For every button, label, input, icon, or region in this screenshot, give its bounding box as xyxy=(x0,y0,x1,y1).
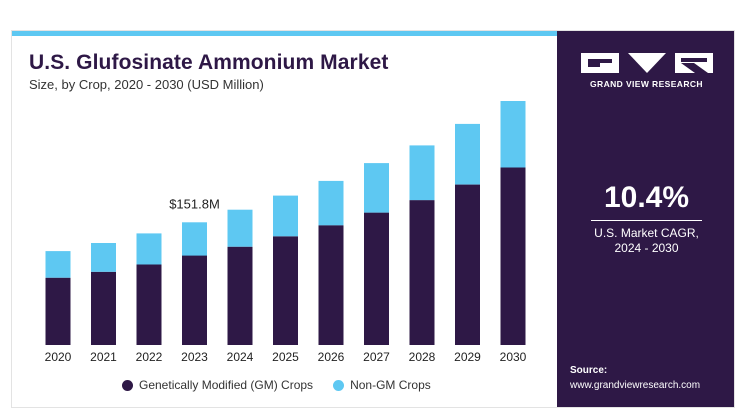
bar-chart: 2020 2021 2022 2023 2024 2025 2026 2027 2028 2029… xyxy=(45,101,527,364)
cagr-divider xyxy=(591,220,702,221)
bar-gm-2023 xyxy=(182,255,207,345)
legend-label-gm: Genetically Modified (GM) Crops xyxy=(139,378,314,392)
bar-gm-2022 xyxy=(136,264,162,345)
bar-non-gm-2026 xyxy=(318,180,344,226)
legend-item-gm: Genetically Modified (GM) Crops xyxy=(122,378,313,392)
x-tick-label-2030: 2030 xyxy=(500,350,527,364)
bar-gm-2021 xyxy=(91,271,116,345)
x-tick-label-2027: 2027 xyxy=(363,350,390,364)
source-label: Source: xyxy=(570,365,608,376)
bar-non-gm-2023 xyxy=(182,222,207,256)
x-tick-label-2020: 2020 xyxy=(45,350,72,364)
bar-gm-2030 xyxy=(500,167,526,345)
brand-name: GRAND VIEW RESEARCH xyxy=(590,79,703,89)
chart-subtitle: Size, by Crop, 2020 - 2030 (USD Million) xyxy=(29,77,264,92)
bar-non-gm-2027 xyxy=(364,163,389,213)
chart-title: U.S. Glufosinate Ammonium Market xyxy=(29,51,389,74)
chart-card: 2020 2021 2022 2023 2024 2025 2026 2027 2028 2029… xyxy=(11,30,735,408)
sidebar-panel: GRAND VIEW RESEARCH 10.4% U.S. Market CA… xyxy=(557,31,734,407)
x-tick-label-2028: 2028 xyxy=(409,350,436,364)
bar-non-gm-2022 xyxy=(136,233,162,265)
bar-non-gm-2029 xyxy=(455,123,480,185)
bar-non-gm-2025 xyxy=(273,195,298,237)
bar-non-gm-2030 xyxy=(500,101,526,168)
bar-gm-2024 xyxy=(227,246,253,345)
cagr-label-line1: U.S. Market CAGR, xyxy=(594,226,699,240)
legend-item-non-gm: Non-GM Crops xyxy=(333,378,431,392)
bar-gm-2028 xyxy=(409,200,435,345)
bar-non-gm-2020 xyxy=(45,251,71,278)
bar-gm-2026 xyxy=(318,225,344,345)
x-tick-label-2025: 2025 xyxy=(272,350,299,364)
x-tick-label-2023: 2023 xyxy=(181,350,208,364)
bar-non-gm-2028 xyxy=(409,145,435,201)
cagr-label-line2: 2024 - 2030 xyxy=(614,241,679,255)
bar-gm-2020 xyxy=(45,277,71,345)
source-link[interactable]: www.grandviewresearch.com xyxy=(570,380,701,391)
legend-swatch-gm xyxy=(122,379,133,391)
x-tick-label-2021: 2021 xyxy=(90,350,117,364)
x-tick-label-2024: 2024 xyxy=(227,350,254,364)
x-tick-label-2022: 2022 xyxy=(136,350,163,364)
cagr-label: U.S. Market CAGR, 2024 - 2030 xyxy=(557,226,734,256)
x-tick-label-2026: 2026 xyxy=(318,350,345,364)
legend-swatch-non-gm xyxy=(333,379,345,391)
top-accent-bar xyxy=(12,31,557,36)
cagr-value: 10.4% xyxy=(603,181,690,214)
legend-label-non-gm: Non-GM Crops xyxy=(350,378,431,392)
bar-gm-2025 xyxy=(273,236,298,345)
bar-non-gm-2024 xyxy=(227,209,253,247)
bar-gm-2027 xyxy=(364,212,389,345)
x-tick-label-2029: 2029 xyxy=(454,350,481,364)
chart-legend: Genetically Modified (GM) Crops Non-GM C… xyxy=(122,378,451,392)
bar-gm-2029 xyxy=(455,184,480,345)
bar-non-gm-2021 xyxy=(91,243,116,272)
data-label-2023: $151.8M xyxy=(169,196,220,211)
grand-view-research-logo-icon xyxy=(581,53,713,73)
